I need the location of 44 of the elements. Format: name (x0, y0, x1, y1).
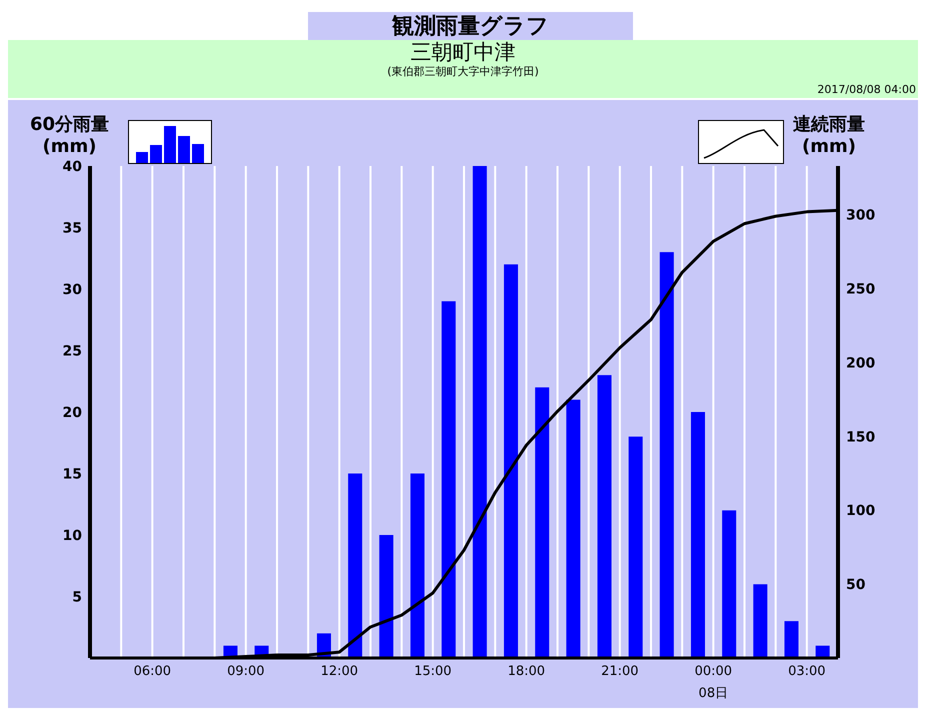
y2-tick-label: 100 (846, 503, 876, 520)
x-tick-label: 15:00 (414, 664, 452, 680)
bar (535, 387, 550, 658)
x-tick-label: 18:00 (508, 664, 546, 680)
y2-tick-label: 300 (846, 208, 876, 224)
y2-tick-label: 200 (846, 355, 876, 372)
bar (410, 474, 424, 658)
bar (472, 166, 487, 658)
y2-tick-label: 50 (846, 577, 866, 594)
x-tick-label: 12:00 (320, 664, 358, 680)
bar (722, 510, 736, 658)
x-tick-label: 00:00 (694, 664, 732, 680)
bar (660, 252, 674, 658)
bar (566, 400, 580, 658)
text: 2017/08/08 04:00 (817, 83, 916, 96)
x-tick-label: 03:00 (788, 664, 826, 680)
y2-tick-label: 250 (846, 282, 876, 298)
y-tick-label: 5 (72, 589, 82, 606)
bar (628, 436, 643, 658)
y-tick-label: 30 (62, 282, 82, 298)
bar (442, 301, 456, 658)
text: (東伯郡三朝町大字中津字竹田) (386, 64, 540, 79)
bar (784, 621, 798, 658)
y2-tick-label: 150 (846, 429, 876, 446)
y-tick-label: 40 (62, 158, 82, 175)
x-tick-label: 09:00 (227, 664, 265, 680)
y2-axis-title: 連続雨量 (mm) (793, 114, 865, 158)
bar (379, 535, 394, 658)
bar (753, 584, 768, 658)
chart-title: 観測雨量グラフ (392, 14, 549, 39)
x-tick-label: 21:00 (601, 664, 639, 680)
text: 08日 (698, 685, 730, 702)
y-tick-label: 15 (62, 466, 82, 482)
bar (504, 264, 518, 658)
x-tick-label: 06:00 (134, 664, 172, 680)
y-tick-label: 25 (62, 343, 82, 360)
y-tick-label: 10 (62, 528, 82, 544)
chart-subtitle: 三朝町中津 (410, 40, 516, 64)
y-tick-label: 35 (62, 220, 82, 236)
bar (690, 412, 705, 658)
bar (597, 375, 612, 658)
y-tick-label: 20 (62, 404, 82, 421)
bar (348, 474, 362, 658)
y-axis-title: 60分雨量 (mm) (30, 114, 110, 158)
